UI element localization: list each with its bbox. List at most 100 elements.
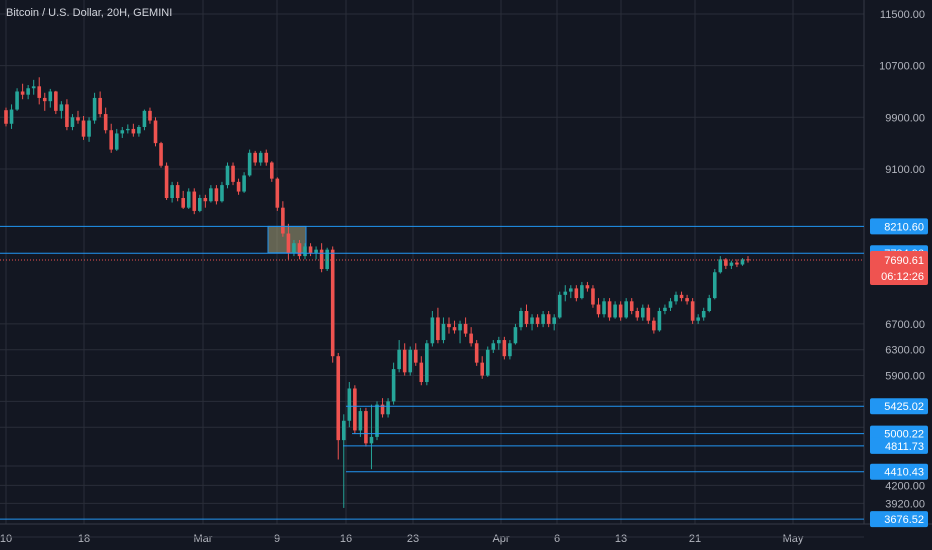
candle-body [469, 333, 473, 344]
candle-body [220, 185, 224, 202]
candle-body [668, 301, 673, 308]
candle-body [591, 288, 595, 305]
candle-body [9, 109, 14, 124]
candle-body [552, 317, 556, 324]
price-level-label: 8210.60 [884, 221, 924, 233]
candle-body [735, 262, 739, 265]
candle-body [607, 301, 612, 318]
candle-body [253, 152, 257, 163]
price-level-badge [870, 437, 928, 454]
price-level-badge [870, 218, 928, 235]
candle-body [242, 175, 246, 192]
candle-body [231, 165, 235, 182]
candle-body [330, 249, 335, 357]
candle-body [26, 88, 30, 95]
candle-body [419, 362, 424, 383]
candle-body [397, 349, 401, 370]
candle-body [214, 188, 219, 202]
candle-body [142, 110, 147, 127]
candle-body [236, 181, 241, 192]
x-tick-label: 9 [274, 533, 280, 545]
candle-body [225, 165, 230, 186]
candle-body [696, 317, 700, 321]
y-tick-label: 5900.00 [885, 371, 925, 383]
candle-body [740, 259, 745, 265]
candle-body [87, 120, 91, 137]
candle-body [181, 198, 185, 208]
y-tick-label: 6700.00 [885, 319, 925, 331]
candle-body [247, 152, 252, 176]
candle-body [65, 104, 69, 127]
candle-body [175, 185, 180, 199]
candle-body [369, 436, 374, 444]
candle-body [364, 411, 368, 444]
candle-body [336, 356, 341, 441]
candle-body [347, 388, 352, 421]
candle-body [81, 120, 86, 137]
candle-body [281, 207, 285, 234]
price-level-badge [870, 463, 928, 480]
candle-body [303, 246, 307, 257]
candle-body [580, 285, 584, 299]
candle-body [707, 298, 712, 311]
candle-body [341, 420, 346, 441]
price-level-badge [870, 398, 928, 415]
candle-body [308, 246, 313, 253]
candle-body [574, 288, 579, 299]
candle-body [629, 301, 634, 311]
price-level-badge [870, 425, 928, 442]
candle-body [76, 117, 80, 121]
current-price-badge [870, 250, 928, 285]
y-tick-label: 6300.00 [885, 345, 925, 357]
candle-body [530, 317, 534, 324]
candle-body [98, 97, 102, 115]
candle-body [569, 288, 573, 292]
candle-body [491, 343, 496, 350]
candle-body [718, 259, 723, 273]
candle-body [513, 327, 518, 344]
x-tick-label: 18 [78, 533, 90, 545]
candle-body [358, 411, 363, 431]
candle-body [275, 178, 280, 208]
candle-body [596, 304, 601, 315]
candle-body [519, 310, 523, 328]
price-level-label: 4410.43 [884, 467, 924, 479]
candle-body [602, 301, 606, 315]
candle-body [430, 317, 435, 344]
candle-body [690, 301, 695, 321]
y-tick-label: 9900.00 [885, 112, 925, 124]
candle-body [425, 343, 429, 383]
candle-body [613, 304, 617, 318]
y-tick-label: 10700.00 [879, 61, 925, 73]
candle-body [258, 152, 263, 163]
price-level-badge [870, 511, 928, 528]
candle-body [618, 304, 623, 318]
candle-body [386, 401, 390, 415]
candle-body [297, 243, 302, 257]
candle-body [120, 130, 125, 134]
candle-body [42, 97, 47, 102]
y-tick-label: 3920.00 [885, 498, 925, 510]
candle-body [391, 369, 396, 402]
candle-body [209, 188, 213, 202]
x-tick-label: 10 [0, 533, 12, 545]
candle-body [292, 243, 296, 253]
candle-body [441, 323, 446, 341]
price-level-label: 4811.73 [885, 441, 924, 453]
candle-body [652, 320, 656, 331]
bar-countdown-label: 06:12:26 [881, 271, 924, 283]
candle-body [153, 120, 158, 144]
candle-body [286, 233, 291, 253]
current-price-label: 7690.61 [884, 255, 924, 267]
y-tick-label: 9100.00 [885, 164, 925, 176]
candle-body [164, 165, 169, 199]
candle-body [92, 97, 97, 121]
x-tick-label: Apr [492, 533, 509, 545]
candle-body [159, 143, 163, 166]
x-tick-label: 21 [689, 533, 701, 545]
price-level-label: 3676.52 [884, 514, 924, 526]
candle-body [557, 294, 562, 318]
candle-body [729, 262, 734, 266]
candle-body [563, 291, 568, 295]
